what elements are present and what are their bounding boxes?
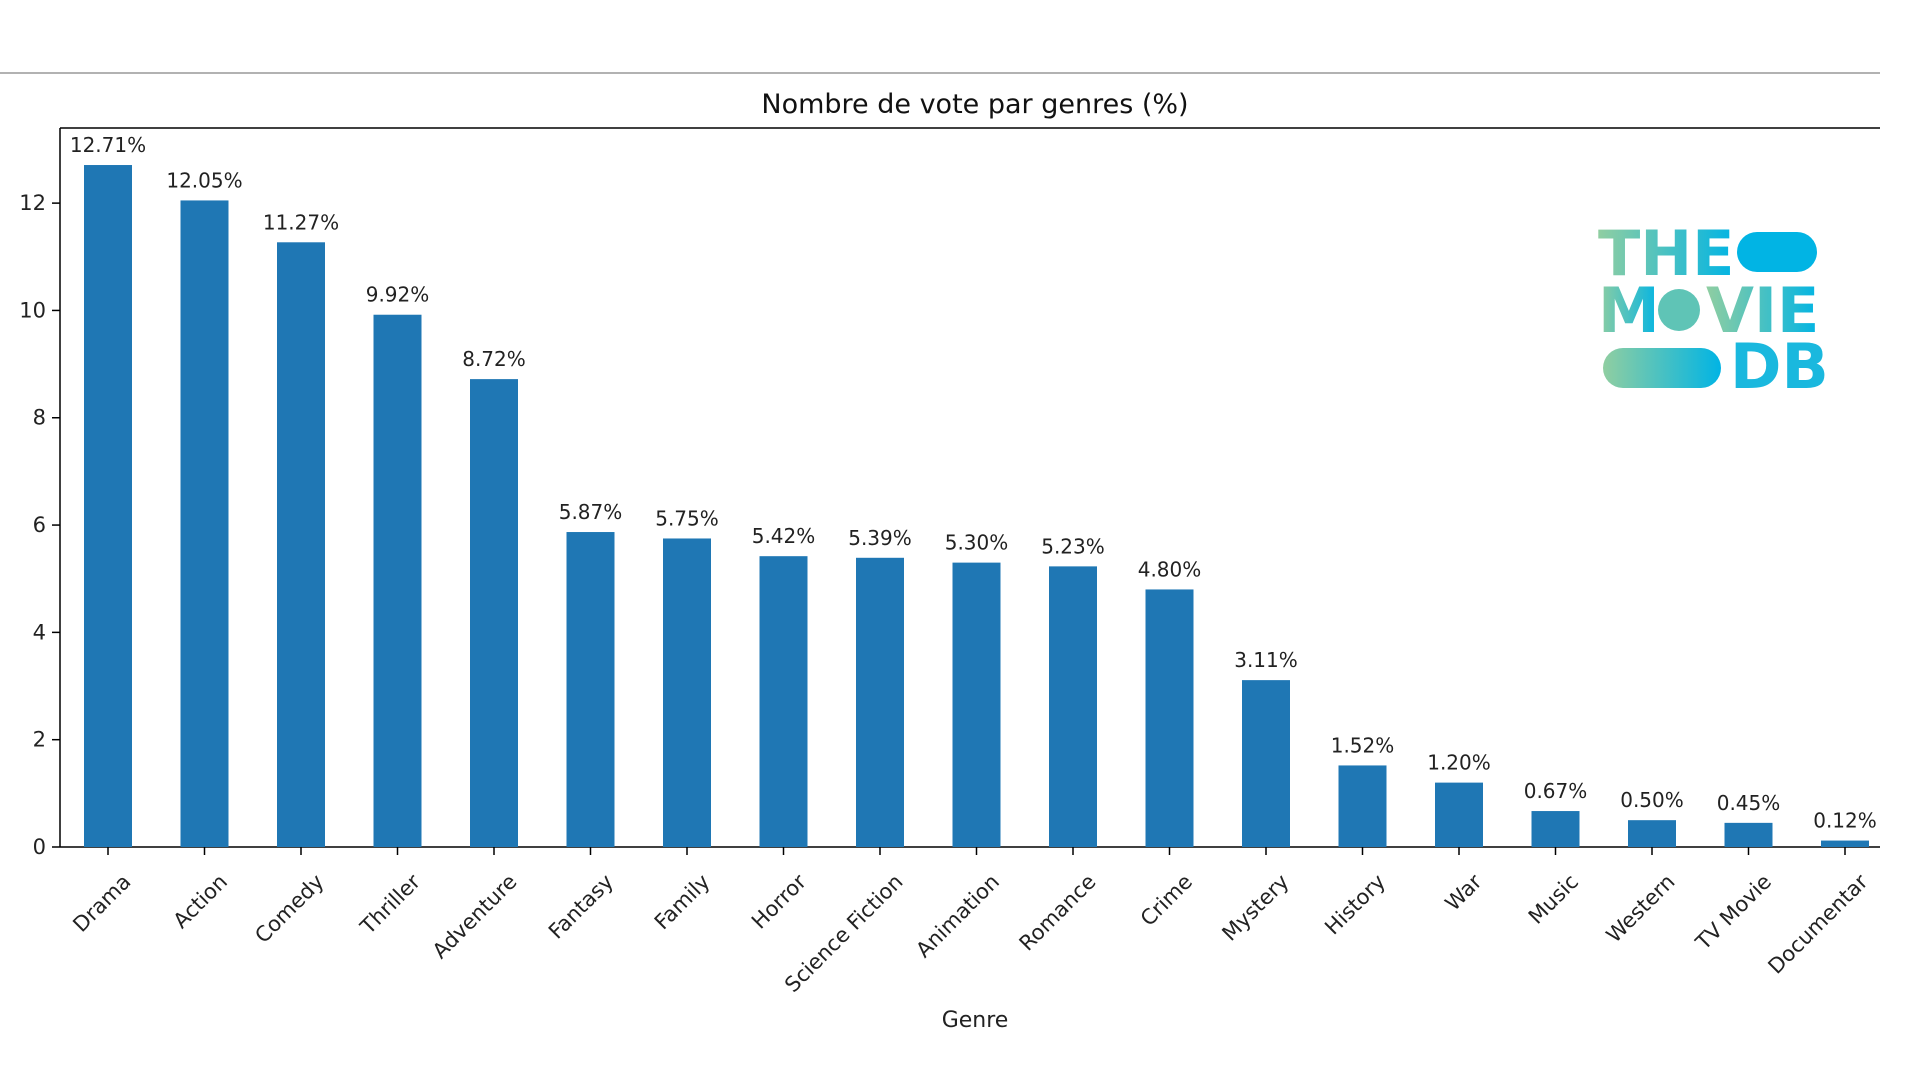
- x-tick-label: Romance: [1015, 870, 1101, 956]
- x-tick-label: History: [1320, 870, 1390, 940]
- bar-data-label: 5.23%: [1041, 534, 1105, 558]
- x-tick-label: Horror: [747, 869, 811, 933]
- bar-war: [1435, 782, 1483, 847]
- bar-tv-movie: [1724, 822, 1773, 847]
- x-tick-label: TV Movie: [1690, 870, 1776, 956]
- x-tick-label: War: [1441, 869, 1487, 915]
- bar-fantasy: [566, 532, 615, 847]
- x-tick-label: Drama: [68, 870, 135, 937]
- bar-data-label: 1.52%: [1331, 733, 1395, 757]
- tmdb-logo: THE M VIE DB: [1598, 217, 1829, 403]
- bar-data-label: 5.30%: [945, 531, 1009, 555]
- logo-dot-o: [1658, 289, 1700, 331]
- x-tick-label: Music: [1524, 870, 1583, 929]
- x-tick-label: Thriller: [355, 869, 425, 939]
- y-tick-label: 12: [19, 191, 46, 215]
- x-tick-label: Adventure: [428, 870, 522, 964]
- y-tick-label: 8: [33, 406, 46, 430]
- x-tick-label: Comedy: [250, 870, 328, 948]
- x-ticks: Drama Action Comedy Thriller Adventure Fantas…: [68, 847, 1873, 997]
- bar-data-label: 5.75%: [655, 506, 719, 530]
- bars-group: [84, 165, 1869, 848]
- bar-horror: [759, 556, 808, 847]
- x-tick-label: Fantasy: [544, 870, 618, 944]
- bar-labels-group: 12.71% 12.05% 11.27% 9.92% 8.72% 5.87% 5.75% 5.…: [70, 133, 1877, 833]
- bar-mystery: [1242, 680, 1290, 847]
- bar-data-label: 0.67%: [1524, 779, 1588, 803]
- bar-thriller: [373, 314, 422, 848]
- bar-western: [1628, 820, 1676, 847]
- bar-history: [1338, 765, 1387, 847]
- bar-data-label: 0.50%: [1620, 788, 1684, 812]
- bar-data-label: 5.39%: [848, 526, 912, 550]
- bar-drama: [84, 165, 132, 847]
- x-tick-label: Crime: [1136, 870, 1197, 931]
- x-tick-label: Family: [650, 870, 715, 935]
- x-tick-label: Action: [169, 870, 232, 933]
- y-tick-label: 10: [19, 298, 46, 322]
- bar-comedy: [277, 242, 325, 847]
- bar-data-label: 5.42%: [752, 524, 816, 548]
- y-ticks: 0 2 4 6 8 10 12: [19, 191, 60, 859]
- logo-pill-bottom: [1603, 348, 1721, 388]
- bar-data-label: 0.45%: [1717, 791, 1781, 815]
- bar-data-label: 4.80%: [1138, 557, 1202, 581]
- y-tick-label: 2: [33, 728, 46, 752]
- bar-romance: [1049, 566, 1097, 847]
- bar-data-label: 12.71%: [70, 133, 146, 157]
- bar-action: [180, 200, 229, 847]
- bar-data-label: 5.87%: [559, 500, 623, 524]
- x-tick-label: Animation: [911, 870, 1004, 963]
- bar-data-label: 1.20%: [1427, 751, 1491, 775]
- logo-pill-top: [1737, 232, 1817, 272]
- bar-data-label: 9.92%: [366, 283, 430, 307]
- x-axis-title: Genre: [942, 1008, 1009, 1033]
- bar-family: [663, 538, 711, 847]
- bar-documentar: [1821, 840, 1869, 847]
- chart-title: Nombre de vote par genres (%): [761, 89, 1188, 120]
- x-tick-label: Documentar: [1763, 869, 1872, 978]
- bar-animation: [952, 562, 1001, 847]
- logo-line-vie: VIE: [1706, 274, 1819, 347]
- bar-data-label: 11.27%: [263, 210, 339, 234]
- bar-data-label: 0.12%: [1813, 809, 1877, 833]
- bar-crime: [1145, 589, 1194, 847]
- bar-science-fiction: [856, 557, 904, 847]
- bar-adventure: [470, 379, 518, 847]
- bar-data-label: 12.05%: [166, 168, 242, 192]
- bar-data-label: 8.72%: [462, 347, 526, 371]
- logo-line-the: THE: [1598, 217, 1735, 290]
- logo-line-m: M: [1598, 274, 1660, 347]
- x-tick-label: Western: [1602, 870, 1680, 948]
- y-tick-label: 6: [33, 513, 46, 537]
- bar-music: [1531, 811, 1580, 847]
- y-tick-label: 4: [33, 620, 46, 644]
- bar-data-label: 3.11%: [1234, 648, 1298, 672]
- logo-line-db: DB: [1730, 330, 1829, 403]
- y-tick-label: 0: [33, 835, 46, 859]
- x-tick-label: Mystery: [1217, 870, 1293, 946]
